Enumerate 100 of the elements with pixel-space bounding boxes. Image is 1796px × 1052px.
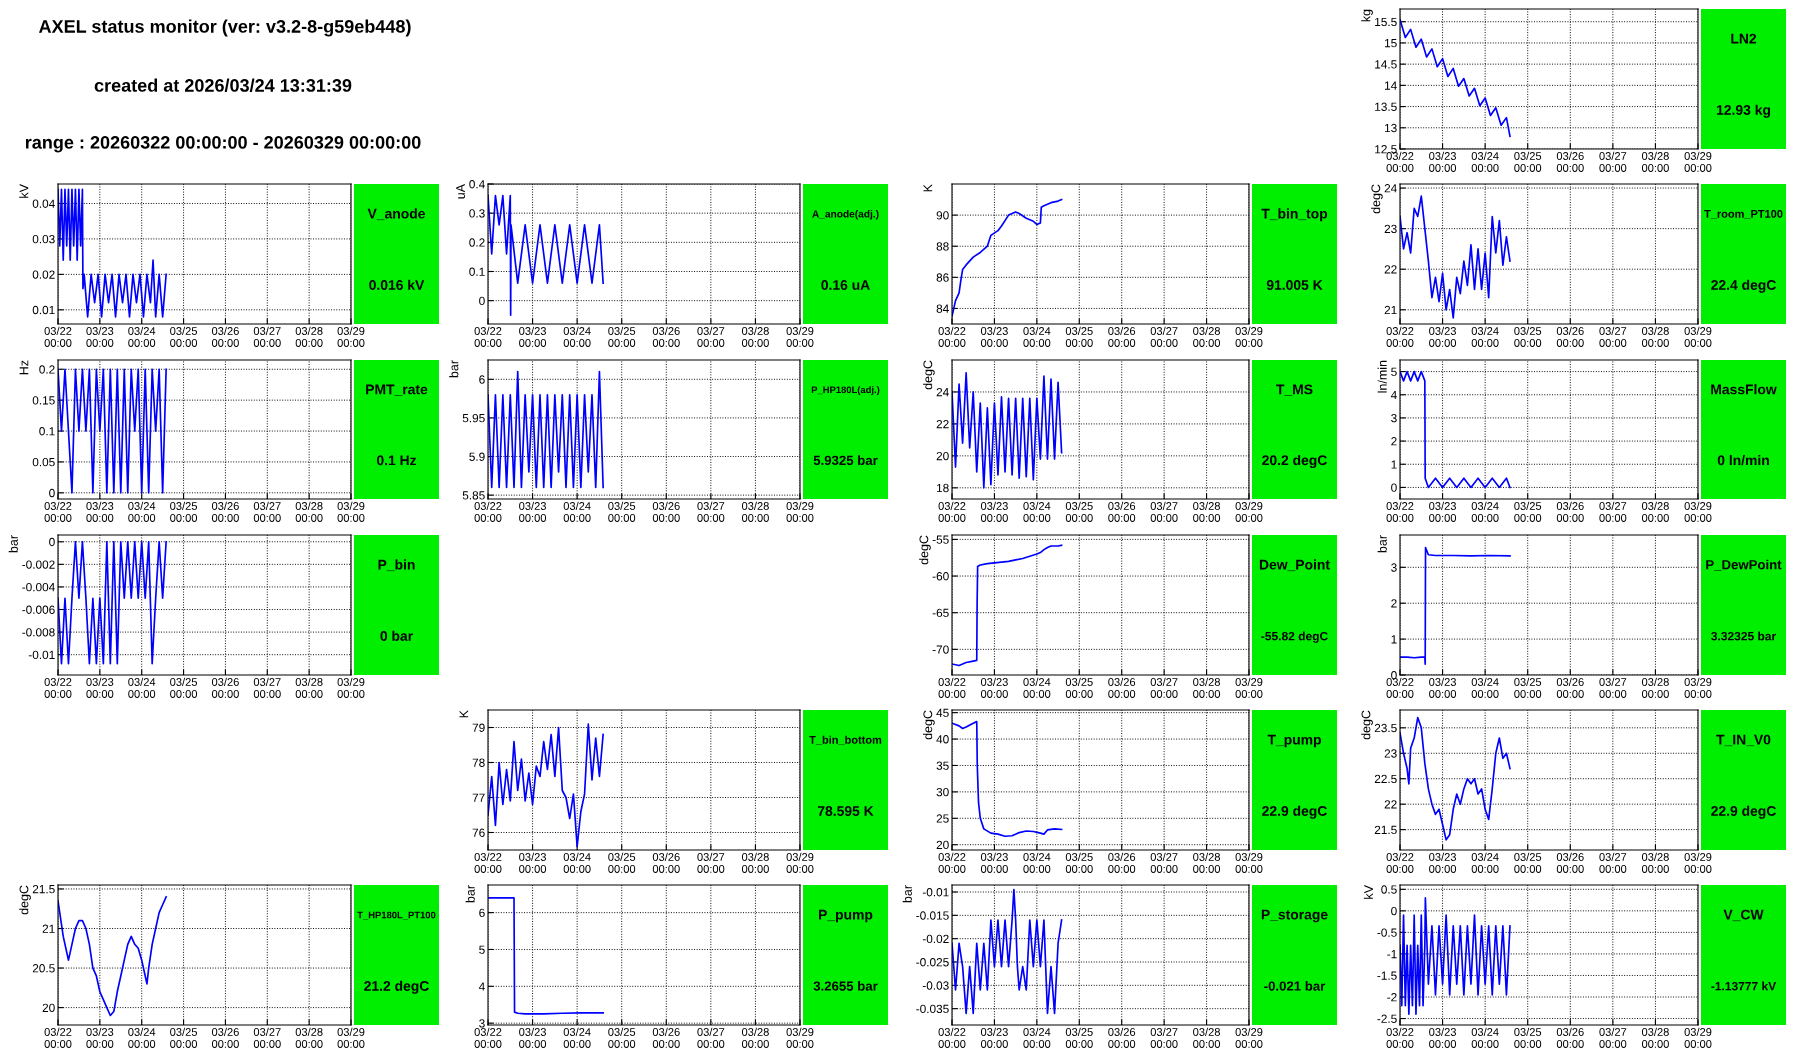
x-tick-label: 03/29 00:00 <box>1684 1027 1712 1048</box>
x-tick-label: 03/27 00:00 <box>253 1027 281 1048</box>
x-tick-label: 03/29 00:00 <box>1235 326 1263 347</box>
y-tick-label: 40 <box>936 735 949 744</box>
y-tick-label: 3 <box>1391 413 1397 423</box>
y-tick-label: 12.5 <box>1375 145 1397 154</box>
text: V_anode <box>367 208 425 221</box>
y-tick-label: 20.5 <box>32 964 55 973</box>
y-tick-label: -1 <box>1387 950 1397 959</box>
y-tick-label: 14.5 <box>1375 60 1397 69</box>
x-tick-label: 03/22 00:00 <box>44 1027 72 1048</box>
x-tick-label: 03/27 00:00 <box>1150 326 1178 347</box>
y-axis-title: degC <box>923 710 935 740</box>
x-tick-label: 03/23 00:00 <box>519 1027 547 1048</box>
x-tick-label: 03/28 00:00 <box>295 326 323 347</box>
x-tick-label: 03/29 00:00 <box>337 677 365 698</box>
y-tick-label: 20 <box>42 1003 55 1012</box>
y-tick-label: 78 <box>472 758 485 767</box>
x-tick-label: 03/27 00:00 <box>1150 1027 1178 1048</box>
text: 78.595 K <box>817 806 874 816</box>
text: T_MS <box>1276 384 1313 396</box>
x-tick-label: 03/28 00:00 <box>741 501 769 522</box>
x-tick-label: 03/27 00:00 <box>1599 852 1627 873</box>
text: 0.1 Hz <box>376 455 417 466</box>
line-series <box>488 370 604 489</box>
y-tick-label: 79 <box>472 723 485 732</box>
x-tick-label: 03/25 00:00 <box>1065 1027 1093 1048</box>
y-tick-label: 0.2 <box>469 238 485 247</box>
y-tick-label: 86 <box>936 273 949 282</box>
x-tick-label: 03/23 00:00 <box>519 852 547 873</box>
y-axis-title: bar <box>449 360 459 378</box>
text: 12.93 kg <box>1716 104 1770 118</box>
text: LN2 <box>1731 33 1757 44</box>
x-tick-label: 03/25 00:00 <box>1514 852 1542 873</box>
x-tick-label: 03/23 00:00 <box>980 501 1008 522</box>
y-axis-title: K <box>923 184 933 192</box>
x-tick-label: 03/28 00:00 <box>1641 501 1669 522</box>
line-series <box>952 720 1063 838</box>
x-tick-label: 03/23 00:00 <box>1429 677 1457 698</box>
y-tick-label: 0 <box>1391 906 1397 916</box>
x-tick-label: 03/25 00:00 <box>608 852 636 873</box>
y-tick-label: 21.5 <box>1374 825 1397 835</box>
x-tick-label: 03/25 00:00 <box>608 501 636 522</box>
y-tick-label: 5.85 <box>462 491 485 500</box>
x-tick-label: 03/22 00:00 <box>938 677 966 698</box>
y-tick-label: 0.1 <box>39 427 55 436</box>
y-tick-label: -0.025 <box>916 958 949 967</box>
x-tick-label: 03/23 00:00 <box>1429 151 1457 172</box>
x-tick-label: 03/23 00:00 <box>86 501 114 522</box>
text: 5.9325 bar <box>813 455 878 466</box>
x-tick-label: 03/27 00:00 <box>1599 1027 1627 1048</box>
x-tick-label: 03/25 00:00 <box>608 326 636 347</box>
x-tick-label: 03/26 00:00 <box>1556 1027 1584 1048</box>
text: 20.2 degC <box>1262 454 1327 468</box>
y-tick-label: 88 <box>936 242 949 251</box>
y-tick-label: 0 <box>1391 671 1397 680</box>
x-tick-label: 03/26 00:00 <box>652 1027 680 1048</box>
x-tick-label: 03/24 00:00 <box>1023 1027 1051 1048</box>
x-tick-label: 03/29 00:00 <box>1235 677 1263 698</box>
y-tick-label: 23 <box>1384 224 1397 234</box>
x-tick-label: 03/26 00:00 <box>1556 677 1584 698</box>
y-axis-title: kV <box>1363 885 1373 899</box>
y-axis-title: degC <box>919 535 931 565</box>
x-tick-label: 03/29 00:00 <box>1235 501 1263 522</box>
y-tick-label: 0.1 <box>469 267 485 276</box>
y-tick-label: 45 <box>936 708 949 718</box>
x-tick-label: 03/28 00:00 <box>1641 326 1669 347</box>
x-tick-label: 03/24 00:00 <box>1471 151 1499 172</box>
y-axis-title: K <box>459 710 469 718</box>
y-tick-label: 0.03 <box>32 234 55 244</box>
y-tick-label: 0 <box>49 488 55 498</box>
y-tick-label: 2 <box>1391 599 1397 608</box>
y-tick-label: 21.5 <box>32 884 55 894</box>
x-tick-label: 03/29 00:00 <box>1684 326 1712 347</box>
y-tick-label: -60 <box>932 572 949 581</box>
x-tick-label: 03/27 00:00 <box>253 326 281 347</box>
text: Dew_Point <box>1259 559 1330 572</box>
x-tick-label: 03/29 00:00 <box>1684 501 1712 522</box>
text: A_anode(adj.) <box>812 210 879 220</box>
y-axis-title: degC <box>19 885 31 915</box>
y-tick-label: 30 <box>936 787 949 797</box>
y-tick-label: -0.5 <box>1377 928 1397 937</box>
text: P_HP180L(adj.) <box>811 386 880 395</box>
text: 22.9 degC <box>1711 805 1776 819</box>
y-tick-label: -0.002 <box>22 560 55 569</box>
x-tick-label: 03/29 00:00 <box>786 852 814 873</box>
y-tick-label: -2 <box>1387 993 1397 1002</box>
line-series <box>488 194 604 317</box>
x-tick-label: 03/23 00:00 <box>980 1027 1008 1048</box>
y-tick-label: 24 <box>936 387 949 397</box>
text: 0 ln/min <box>1717 455 1769 466</box>
y-tick-label: -0.02 <box>922 934 949 944</box>
x-tick-label: 03/29 00:00 <box>337 501 365 522</box>
x-tick-label: 03/23 00:00 <box>1429 501 1457 522</box>
x-tick-label: 03/26 00:00 <box>1556 852 1584 873</box>
y-tick-label: 22.5 <box>1374 774 1397 784</box>
x-tick-label: 03/22 00:00 <box>938 326 966 347</box>
text: T_bin_bottom <box>809 735 882 745</box>
x-tick-label: 03/24 00:00 <box>1471 852 1499 873</box>
x-tick-label: 03/26 00:00 <box>1556 151 1584 172</box>
